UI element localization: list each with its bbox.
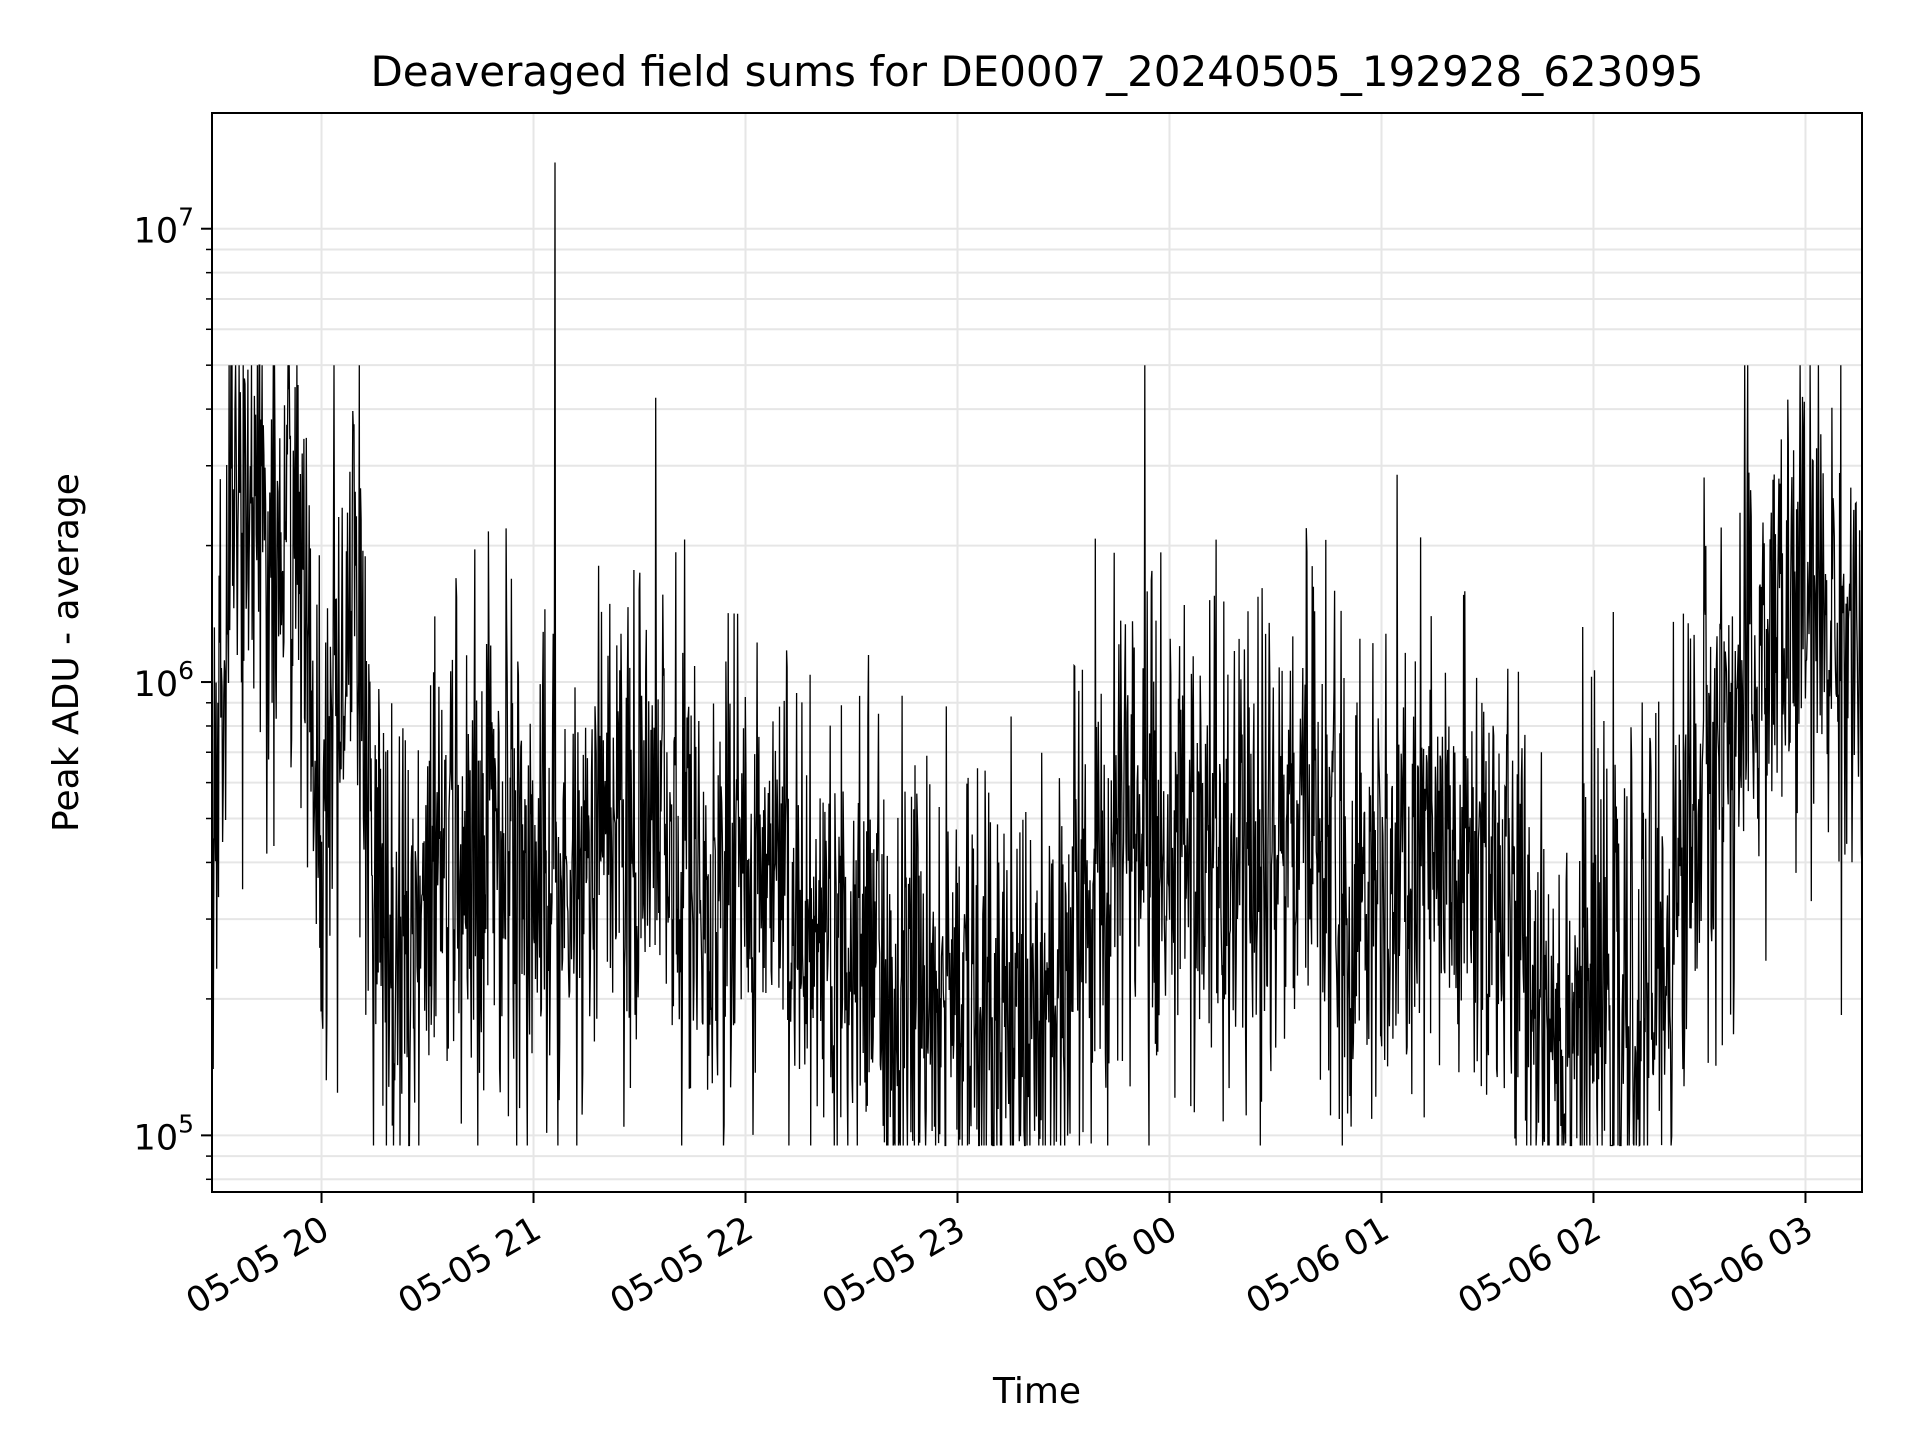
plot-area: [211, 162, 1863, 1147]
y-tick-label: 105: [134, 1109, 194, 1158]
y-axis-label: Peak ADU - average: [46, 473, 87, 832]
axes-frame: [211, 112, 1863, 1193]
x-axis-label: Time: [992, 1371, 1081, 1412]
y-tick-label: 107: [134, 203, 194, 252]
y-axis: 105 106 107: [134, 203, 212, 1181]
series-line: [211, 162, 1863, 1147]
y-tick-label: 106: [134, 656, 194, 705]
chart-title: Deaveraged field sums for DE0007_2024050…: [370, 47, 1703, 96]
